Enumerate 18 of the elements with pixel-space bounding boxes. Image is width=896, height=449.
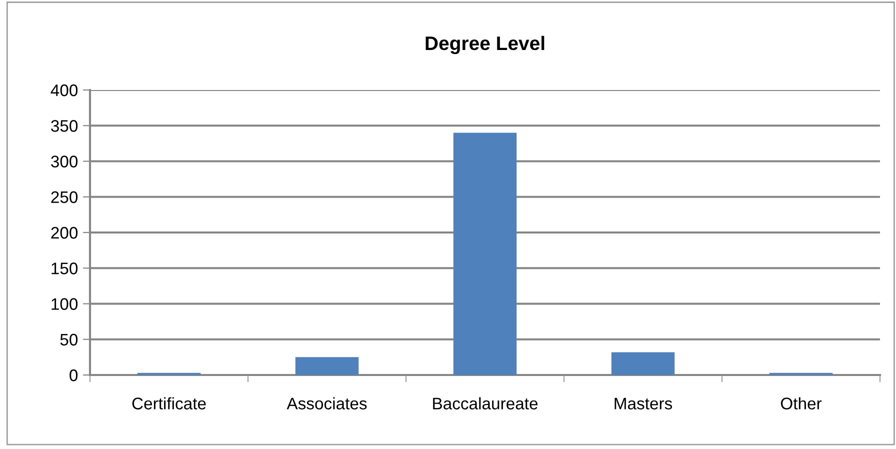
x-tick-label: Certificate xyxy=(132,397,206,410)
x-tick-label: Baccalaureate xyxy=(433,397,538,410)
x-tick-label: Associates xyxy=(286,397,367,410)
y-tick-label: 400 xyxy=(50,84,78,96)
x-tick-label: Other xyxy=(780,397,822,410)
y-tick-label: 350 xyxy=(51,120,78,132)
y-tick-label: 200 xyxy=(51,226,78,239)
y-tick-label: 50 xyxy=(60,334,78,346)
y-tick-label: 100 xyxy=(52,298,78,310)
y-tick-label: 250 xyxy=(51,191,78,204)
bar xyxy=(295,357,359,375)
chart-title: Degree Level xyxy=(426,36,544,54)
bar xyxy=(453,132,517,375)
y-tick-label: 0 xyxy=(70,369,78,382)
y-tick-label: 300 xyxy=(51,156,78,168)
y-tick-label: 150 xyxy=(52,262,78,274)
x-tick-label: Masters xyxy=(614,398,672,410)
bar xyxy=(611,352,675,375)
